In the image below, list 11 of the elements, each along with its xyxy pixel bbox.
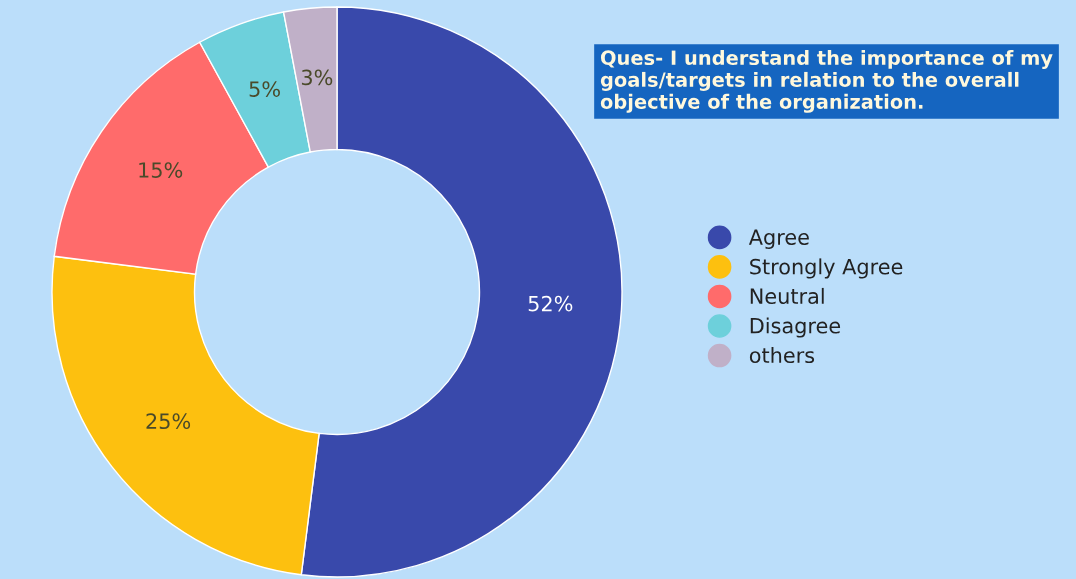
data-label: 15% xyxy=(139,162,183,178)
data-label: 5% xyxy=(249,81,280,97)
legend-label: Strongly Agree xyxy=(750,258,903,279)
text: Ques- I understand the importance of my goals/targets in relation to the overall objective of the organization. xyxy=(600,50,1053,113)
legend-label: others xyxy=(749,346,815,364)
legend-label: Neutral xyxy=(750,287,824,305)
data-label: 3% xyxy=(301,69,333,86)
legend-label: Disagree xyxy=(750,317,841,338)
legend-label: Agree xyxy=(748,229,809,250)
data-label: 52% xyxy=(528,295,573,312)
data-label: 25% xyxy=(146,413,191,430)
